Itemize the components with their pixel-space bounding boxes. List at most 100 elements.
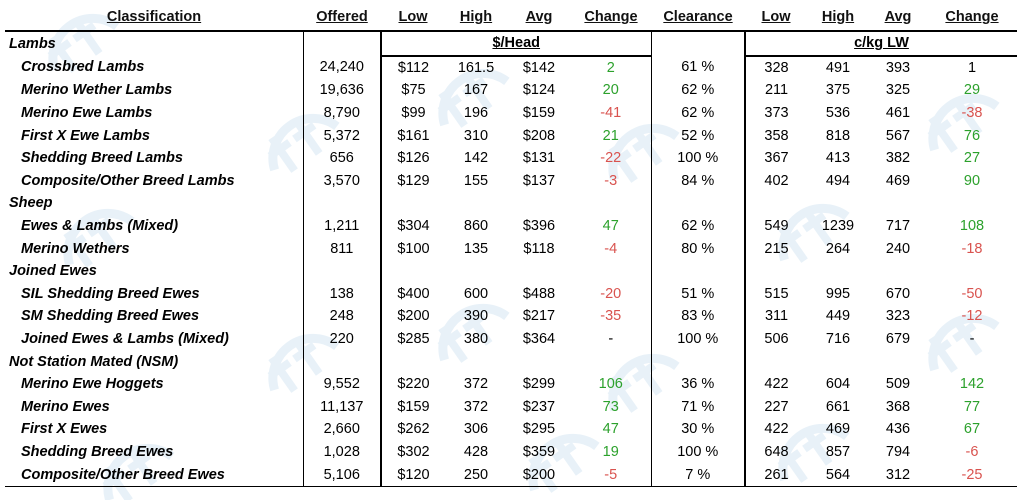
low-lw-cell: 549 [764, 218, 789, 235]
empty-cell [381, 192, 445, 215]
low-lw-cell: 373 [764, 105, 789, 122]
low-cell: $200 [397, 308, 430, 325]
empty-cell [807, 192, 869, 215]
change-cell: 47 [571, 418, 652, 441]
avg-lw-cell: 436 [885, 421, 911, 438]
offered-cell: 2,660 [303, 418, 382, 441]
low-cell: $262 [397, 421, 430, 438]
low-lw-cell: 215 [764, 240, 789, 257]
classification-cell: Shedding Breed Lambs [5, 146, 304, 170]
change-cell: -4 [571, 237, 652, 260]
empty-cell [571, 192, 652, 215]
avg-cell: $396 [522, 218, 556, 235]
low-lw-cell: 422 [764, 421, 789, 438]
clearance-cell: 7 % [651, 463, 746, 487]
low-lw-cell: 311 [764, 308, 789, 325]
empty-cell [445, 350, 507, 373]
change-cell: -35 [571, 305, 652, 328]
avg-lw-cell: 717 [885, 218, 911, 235]
offered-cell: 11,137 [303, 395, 382, 419]
empty-cell [507, 260, 571, 283]
high-lw-cell: 857 [825, 443, 851, 460]
table-row: Shedding Breed Lambs 656 $126 142 $131 -22 100… [5, 146, 1017, 170]
table-row: Composite/Other Breed Lambs 3,570 $129 155 $… [5, 169, 1017, 193]
clearance-cell: 30 % [651, 418, 746, 441]
avg-lw-cell: 393 [885, 59, 911, 76]
saleyard-report-table: Classification Offered Low High Avg Chan… [5, 4, 1017, 487]
table-row: Composite/Other Breed Ewes 5,106 $120 250 $2… [5, 463, 1017, 487]
high-lw-cell: 264 [825, 240, 851, 257]
change-cell: 47 [571, 214, 652, 238]
classification-cell: Composite/Other Breed Ewes [5, 463, 304, 487]
offered-cell: 3,570 [303, 169, 382, 193]
clearance-cell: 84 % [651, 169, 746, 193]
high-lw-cell: 449 [825, 308, 851, 325]
empty-cell [381, 260, 445, 283]
high-lw-cell: 536 [825, 105, 851, 122]
offered-cell: 5,106 [303, 463, 382, 487]
avg-lw-cell: 670 [885, 285, 911, 302]
avg-cell: $142 [522, 59, 556, 76]
table-row: Merino Ewe Lambs 8,790 $99 196 $159 -41 62 % 37… [5, 101, 1017, 125]
classification-cell: Ewes & Lambs (Mixed) [5, 214, 304, 238]
table-row: First X Ewes 2,660 $262 306 $295 47 30 % 422 469… [5, 418, 1017, 441]
empty-cell [869, 260, 927, 283]
high-cell: 167 [463, 82, 489, 99]
change-lw-cell: -38 [961, 105, 983, 122]
avg-cell: $217 [522, 308, 556, 325]
high-cell: 155 [463, 172, 489, 189]
avg-lw-cell: 325 [885, 82, 911, 99]
classification-cell: SM Shedding Breed Ewes [5, 305, 304, 328]
change-cell: 20 [571, 79, 652, 102]
low-cell: $120 [381, 463, 445, 487]
avg-lw-cell: 323 [885, 308, 911, 325]
change-lw-cell: 67 [963, 421, 981, 438]
empty-cell [571, 350, 652, 373]
high-cell: 161.5 [457, 59, 495, 76]
low-lw-cell: 261 [745, 463, 807, 487]
change-cell: -41 [571, 101, 652, 125]
empty-cell [927, 192, 1017, 215]
table-row: Merino Wethers 811 $100 135 $118 -4 80 % 215 264… [5, 237, 1017, 260]
avg-lw-cell: 794 [885, 443, 911, 460]
avg-cell: $137 [522, 172, 556, 189]
high-cell: 860 [463, 218, 489, 235]
high-lw-cell: 491 [825, 59, 851, 76]
low-cell: $126 [397, 150, 430, 167]
high-lw-cell: 661 [825, 398, 851, 415]
change-cell: 2 [571, 55, 652, 80]
change-lw-cell: 108 [959, 218, 985, 235]
avg-cell: $208 [522, 127, 556, 144]
change-lw-cell: 27 [963, 150, 981, 167]
classification-cell: Composite/Other Breed Lambs [5, 169, 304, 193]
high-lw-cell: 469 [825, 421, 851, 438]
empty-cell [303, 31, 382, 56]
table-row: Ewes & Lambs (Mixed) 1,211 $304 860 $396 47 62… [5, 214, 1017, 238]
low-lw-cell: 402 [764, 172, 789, 189]
offered-cell: 138 [303, 282, 382, 306]
high-cell: 372 [463, 398, 489, 415]
empty-cell [927, 350, 1017, 373]
change-lw-cell: -12 [961, 308, 983, 325]
low-cell: $161 [397, 127, 430, 144]
header-change: Change [571, 4, 651, 32]
category-label: Sheep [5, 192, 304, 215]
avg-lw-cell: 567 [885, 127, 911, 144]
avg-cell: $295 [522, 421, 556, 438]
low-lw-cell: 328 [764, 59, 789, 76]
table-row: Shedding Breed Ewes 1,028 $302 428 $359 19 100… [5, 440, 1017, 464]
avg-lw-cell: 679 [885, 331, 911, 348]
empty-cell [571, 259, 652, 283]
avg-lw-cell: 461 [885, 105, 911, 122]
high-lw-cell: 413 [825, 150, 851, 167]
high-cell: 135 [463, 240, 489, 257]
empty-cell [807, 350, 869, 373]
header-high: High [445, 4, 507, 32]
change-lw-cell: 1 [967, 59, 977, 76]
high-lw-cell: 494 [825, 172, 851, 189]
high-cell: 306 [463, 421, 489, 438]
table-row: Merino Wether Lambs 19,636 $75 167 $124 20 62 … [5, 79, 1017, 102]
unit-head-label: $/Head [381, 31, 652, 57]
avg-cell: $299 [522, 376, 556, 393]
clearance-cell: 100 % [651, 440, 746, 464]
